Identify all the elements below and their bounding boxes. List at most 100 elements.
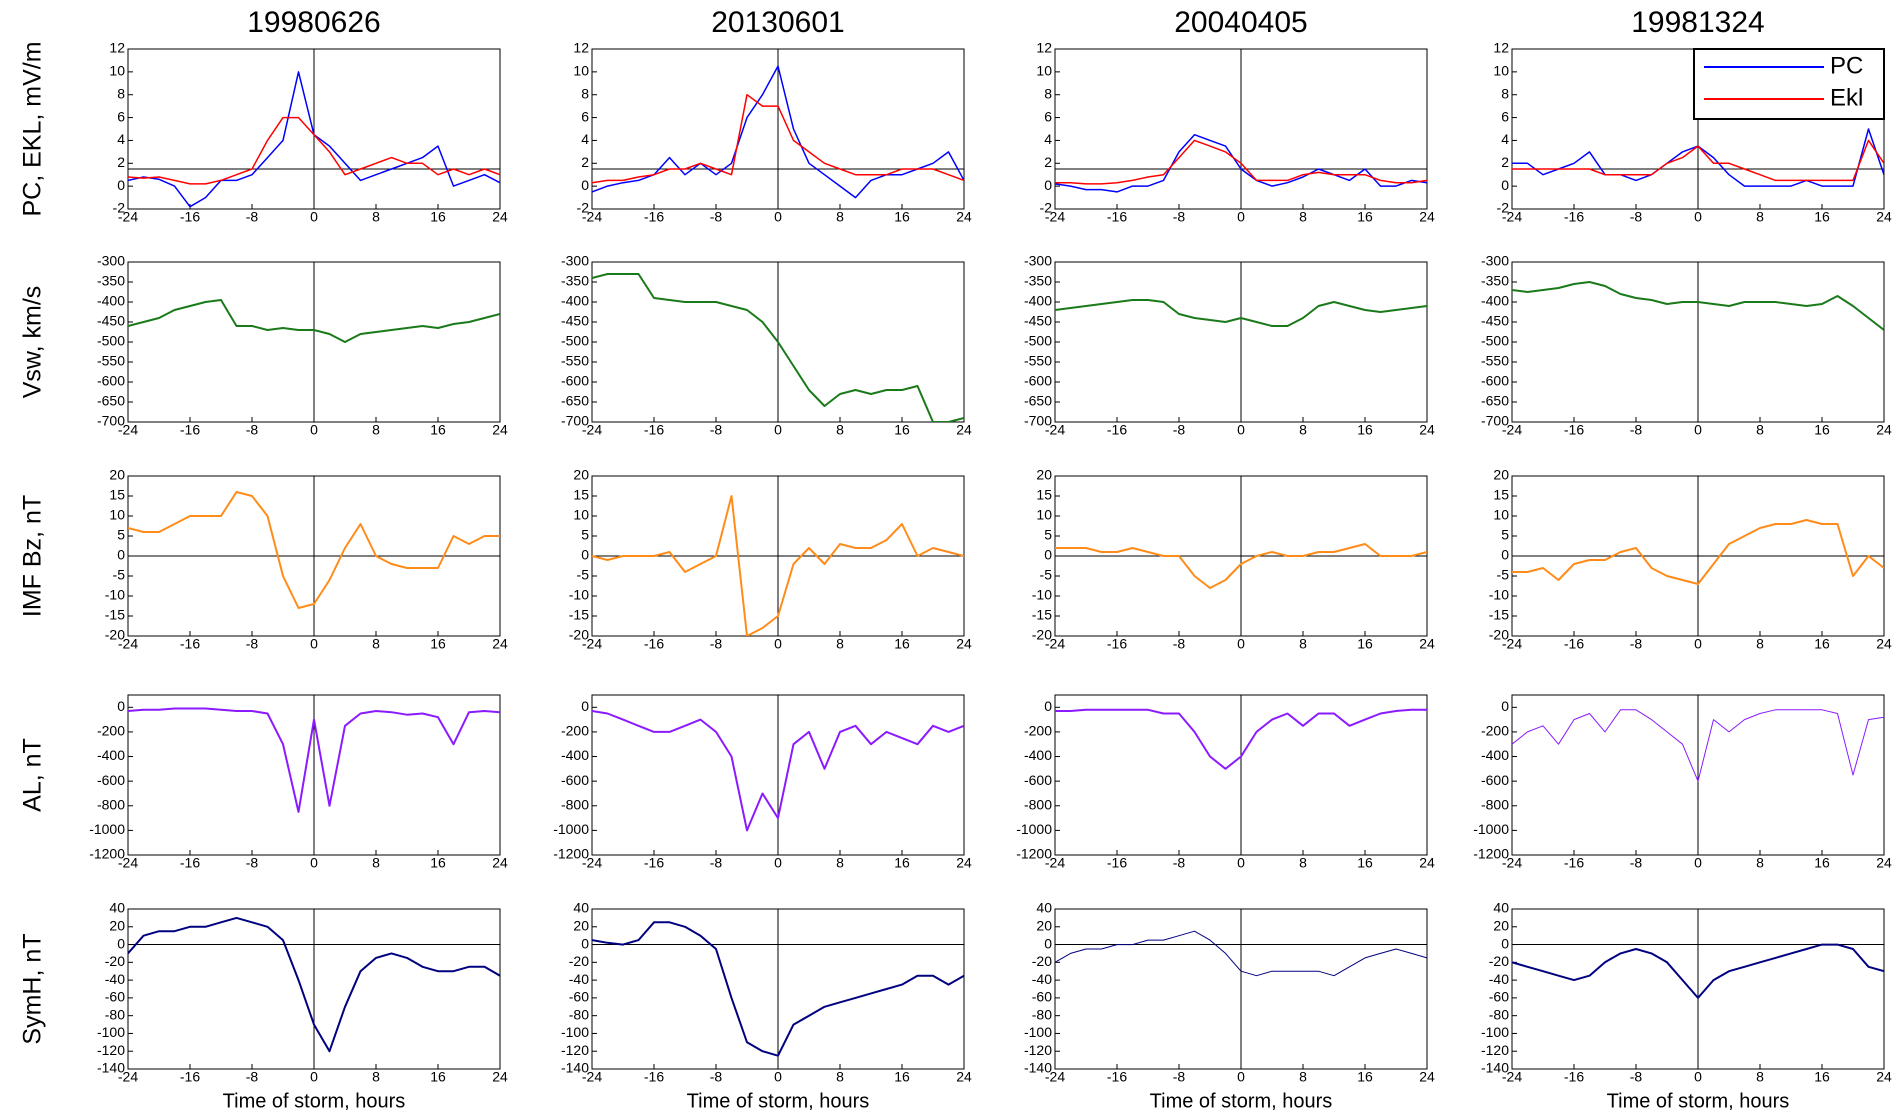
y-tick-label: -20: [1489, 953, 1509, 969]
x-tick-label: 8: [372, 636, 380, 652]
series-line: [128, 491, 500, 609]
x-axis-label: Time of storm, hours: [1607, 1090, 1790, 1112]
x-tick-label: 8: [1299, 422, 1307, 438]
x-tick-label: 24: [1876, 855, 1892, 871]
y-tick-label: -300: [1024, 253, 1052, 269]
x-tick-label: 0: [1694, 636, 1702, 652]
y-tick-label: -600: [1481, 772, 1509, 788]
x-tick-label: 16: [1357, 422, 1373, 438]
x-tick-label: -16: [180, 1069, 200, 1085]
y-tick-label: -400: [1024, 293, 1052, 309]
y-tick-label: -140: [1481, 1060, 1509, 1076]
y-tick-label: -300: [97, 253, 125, 269]
y-axis-label: IMF Bz, nT: [19, 495, 47, 617]
y-tick-label: 0: [1501, 177, 1509, 193]
y-tick-label: 0: [581, 177, 589, 193]
x-tick-label: 16: [894, 422, 910, 438]
x-tick-label: -16: [644, 422, 664, 438]
x-tick-label: 0: [1237, 422, 1245, 438]
x-tick-label: 16: [1814, 636, 1830, 652]
x-tick-label: 24: [492, 209, 508, 225]
x-tick-label: -8: [1173, 422, 1186, 438]
x-tick-label: 16: [430, 855, 446, 871]
y-tick-label: 40: [1036, 900, 1052, 916]
y-tick-label: -550: [1024, 353, 1052, 369]
x-tick-label: -16: [1564, 636, 1584, 652]
x-tick-label: 8: [1756, 209, 1764, 225]
y-tick-label: -20: [1489, 627, 1509, 643]
x-tick-label: -8: [1173, 1069, 1186, 1085]
series-line: [1055, 543, 1427, 589]
y-tick-label: -1000: [89, 821, 125, 837]
y-tick-label: -650: [97, 393, 125, 409]
y-tick-label: -600: [561, 373, 589, 389]
x-tick-label: 16: [430, 422, 446, 438]
y-tick-label: -700: [1024, 413, 1052, 429]
y-tick-label: -350: [97, 273, 125, 289]
y-tick-label: 20: [573, 467, 589, 483]
x-tick-label: -24: [1045, 855, 1065, 871]
series-line: [1055, 930, 1427, 977]
y-tick-label: -60: [1032, 989, 1052, 1005]
panel-title: 19980626: [247, 6, 380, 39]
x-tick-label: 0: [1694, 422, 1702, 438]
y-tick-label: 20: [109, 917, 125, 933]
x-tick-label: -8: [246, 1069, 259, 1085]
y-tick-label: 0: [581, 935, 589, 951]
y-tick-label: -500: [97, 333, 125, 349]
x-tick-label: 24: [492, 1069, 508, 1085]
y-tick-label: 8: [117, 85, 125, 101]
y-tick-label: 6: [1044, 108, 1052, 124]
x-tick-label: -8: [1173, 636, 1186, 652]
series-line: [1512, 139, 1884, 182]
series-line: [1512, 709, 1884, 782]
y-tick-label: -120: [1024, 1042, 1052, 1058]
y-tick-label: -550: [561, 353, 589, 369]
y-tick-label: -450: [97, 313, 125, 329]
y-tick-label: -600: [97, 373, 125, 389]
y-tick-label: -400: [561, 747, 589, 763]
x-tick-label: 24: [1419, 1069, 1435, 1085]
x-tick-label: -8: [1630, 422, 1643, 438]
x-tick-label: 0: [1237, 636, 1245, 652]
series-line: [592, 93, 964, 184]
y-tick-label: 4: [581, 131, 589, 147]
y-tick-label: 0: [117, 177, 125, 193]
x-tick-label: -16: [1107, 422, 1127, 438]
x-tick-label: 8: [1756, 422, 1764, 438]
x-tick-label: -16: [180, 855, 200, 871]
y-tick-label: -5: [1040, 567, 1053, 583]
y-tick-label: -40: [1032, 971, 1052, 987]
y-tick-label: -600: [97, 772, 125, 788]
y-tick-label: 5: [1501, 527, 1509, 543]
x-tick-label: 16: [1357, 855, 1373, 871]
series-line: [1055, 708, 1427, 770]
y-tick-label: 2: [581, 154, 589, 170]
y-tick-label: 0: [581, 547, 589, 563]
y-tick-label: -300: [1481, 253, 1509, 269]
y-tick-label: -60: [569, 989, 589, 1005]
y-tick-label: 0: [581, 698, 589, 714]
series-line: [1512, 519, 1884, 585]
x-tick-label: 16: [430, 209, 446, 225]
y-tick-label: -120: [1481, 1042, 1509, 1058]
y-tick-label: 40: [573, 900, 589, 916]
x-tick-label: 16: [1357, 209, 1373, 225]
series-line: [128, 116, 500, 185]
y-tick-label: 10: [1036, 507, 1052, 523]
y-tick-label: 20: [1493, 917, 1509, 933]
y-tick-label: 6: [581, 108, 589, 124]
y-tick-label: 6: [117, 108, 125, 124]
x-tick-label: 0: [774, 209, 782, 225]
y-axis-label: AL, nT: [19, 738, 47, 812]
x-tick-label: -8: [1630, 1069, 1643, 1085]
y-tick-label: 8: [1044, 85, 1052, 101]
x-tick-label: 0: [1237, 855, 1245, 871]
y-tick-label: -500: [1024, 333, 1052, 349]
x-tick-label: 8: [836, 422, 844, 438]
y-tick-label: -600: [1481, 373, 1509, 389]
y-tick-label: -60: [105, 989, 125, 1005]
x-tick-label: 24: [956, 422, 972, 438]
x-tick-label: -8: [246, 636, 259, 652]
